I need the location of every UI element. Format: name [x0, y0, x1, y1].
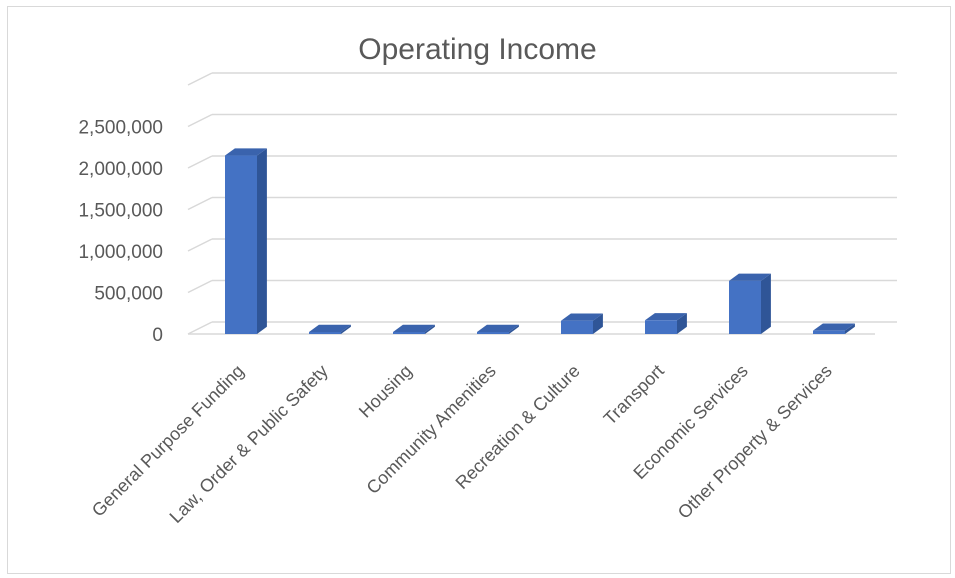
y-tick-label: 0: [152, 325, 163, 346]
chart-frame: [7, 6, 951, 574]
bar: [393, 332, 425, 334]
bar: [645, 320, 677, 334]
gridline-depth: [187, 196, 213, 211]
bar-side: [761, 273, 771, 334]
y-tick-label: 1,000,000: [78, 242, 163, 263]
bar-side: [425, 324, 435, 334]
bar: [561, 320, 593, 334]
bar-side: [509, 324, 519, 334]
y-tick-label: 500,000: [94, 284, 163, 305]
bar-top: [477, 324, 519, 332]
bar: [309, 332, 341, 334]
bar-top: [309, 324, 351, 332]
gridline-depth: [187, 72, 213, 86]
gridline-depth: [187, 113, 213, 128]
bar: [225, 155, 257, 334]
bar-top: [225, 148, 267, 156]
bar: [729, 280, 761, 334]
bar: [813, 330, 845, 334]
bar-top: [813, 323, 855, 331]
bar: [477, 332, 509, 334]
bar-top: [393, 324, 435, 332]
bar-side: [341, 324, 351, 334]
gridline-depth: [187, 279, 213, 294]
chart-title: Operating Income: [358, 33, 597, 66]
x-tick-label: Other Property & Services: [674, 361, 836, 523]
x-tick-label: Housing: [355, 361, 416, 422]
gridline-depth: [187, 321, 213, 335]
x-tick-label: Law, Order & Public Safety: [166, 361, 332, 527]
bar-side: [845, 323, 855, 334]
y-tick-label: 2,500,000: [78, 118, 163, 139]
bar-top: [729, 273, 771, 281]
gridline-depth: [187, 238, 213, 252]
x-tick-label: Transport: [600, 361, 668, 429]
gridline-depth: [187, 155, 213, 169]
bar-side: [593, 313, 603, 334]
y-tick-label: 1,500,000: [78, 201, 163, 222]
x-tick-label: General Purpose Funding: [88, 361, 248, 521]
bar-top: [561, 313, 603, 321]
bar-top: [645, 313, 687, 321]
y-tick-label: 2,000,000: [78, 159, 163, 180]
bar-side: [677, 313, 687, 334]
bar-side: [257, 148, 267, 334]
